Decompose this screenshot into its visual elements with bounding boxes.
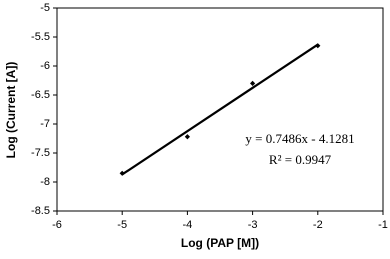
data-point (119, 170, 125, 176)
x-tick-label: -1 (378, 219, 388, 231)
y-tick-label: -6.5 (31, 89, 50, 101)
r-squared: R² = 0.9947 (269, 152, 332, 167)
y-tick-label: -6 (40, 60, 50, 72)
y-axis-label: Log (Current [A]) (4, 62, 18, 159)
data-point (184, 134, 190, 140)
y-tick-label: -7 (40, 118, 50, 130)
y-tick-label: -7.5 (31, 147, 50, 159)
x-tick-label: -2 (313, 219, 323, 231)
equation: y = 0.7486x - 4.1281 (245, 131, 354, 146)
data-point (315, 43, 321, 49)
y-tick-label: -5.5 (31, 31, 50, 43)
x-tick-label: -3 (248, 219, 258, 231)
y-tick-label: -8 (40, 176, 50, 188)
data-point (250, 80, 256, 86)
trendline (121, 43, 319, 176)
plot-frame (56, 7, 384, 212)
x-axis-label: Log (PAP [M]) (181, 236, 259, 250)
x-tick-label: -5 (117, 219, 127, 231)
x-tick-label: -4 (183, 219, 193, 231)
y-tick-label: -8.5 (31, 205, 50, 217)
x-tick-label: -6 (52, 219, 62, 231)
y-tick-label: -5 (40, 2, 50, 14)
